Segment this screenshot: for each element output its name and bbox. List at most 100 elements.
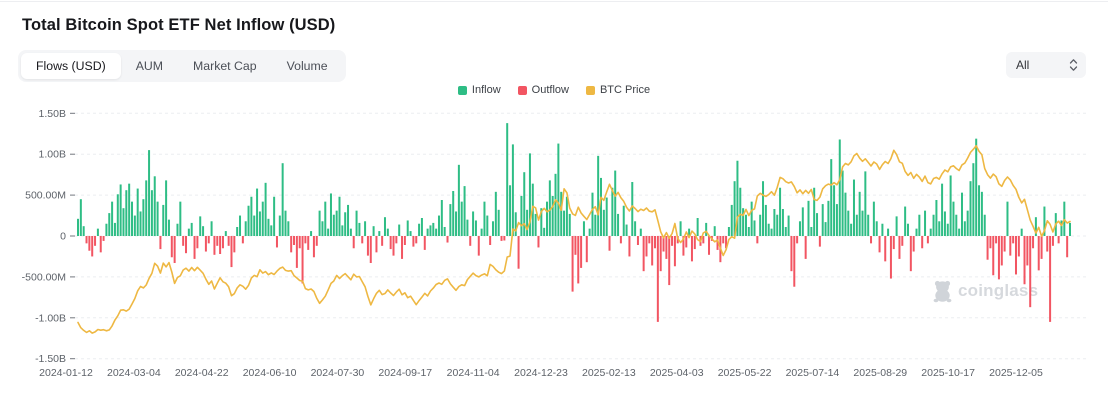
inflow-bar[interactable] — [318, 210, 321, 236]
inflow-bar[interactable] — [139, 211, 142, 236]
inflow-bar[interactable] — [480, 228, 483, 236]
outflow-bar[interactable] — [415, 236, 418, 244]
inflow-bar[interactable] — [111, 201, 114, 236]
inflow-bar[interactable] — [605, 197, 608, 236]
outflow-bar[interactable] — [401, 236, 404, 259]
inflow-bar[interactable] — [474, 220, 477, 236]
inflow-bar[interactable] — [639, 228, 642, 236]
outflow-bar[interactable] — [469, 236, 472, 246]
inflow-bar[interactable] — [594, 214, 597, 236]
inflow-bar[interactable] — [344, 212, 347, 236]
inflow-bar[interactable] — [253, 215, 256, 236]
inflow-bar[interactable] — [810, 227, 813, 236]
outflow-bar[interactable] — [636, 236, 639, 245]
inflow-bar[interactable] — [975, 138, 978, 236]
inflow-bar[interactable] — [864, 171, 867, 236]
inflow-bar[interactable] — [437, 215, 440, 236]
outflow-bar[interactable] — [1049, 236, 1052, 322]
inflow-bar[interactable] — [588, 228, 591, 236]
inflow-bar[interactable] — [364, 221, 367, 236]
outflow-bar[interactable] — [656, 236, 659, 322]
outflow-bar[interactable] — [159, 236, 162, 250]
inflow-bar[interactable] — [429, 225, 432, 236]
outflow-bar[interactable] — [997, 236, 1000, 280]
inflow-bar[interactable] — [514, 212, 517, 236]
outflow-bar[interactable] — [992, 236, 995, 276]
outflow-bar[interactable] — [477, 236, 480, 256]
inflow-bar[interactable] — [270, 225, 273, 236]
outflow-bar[interactable] — [1037, 236, 1040, 271]
inflow-bar[interactable] — [190, 222, 193, 236]
inflow-bar[interactable] — [946, 223, 949, 236]
outflow-bar[interactable] — [233, 236, 236, 253]
tab-aum[interactable]: AUM — [121, 53, 178, 79]
outflow-bar[interactable] — [395, 236, 398, 244]
inflow-bar[interactable] — [116, 194, 119, 236]
inflow-bar[interactable] — [77, 218, 79, 236]
inflow-bar[interactable] — [875, 221, 878, 236]
inflow-bar[interactable] — [625, 224, 628, 236]
inflow-bar[interactable] — [861, 210, 864, 236]
inflow-bar[interactable] — [210, 221, 213, 236]
outflow-bar[interactable] — [1000, 236, 1003, 266]
inflow-bar[interactable] — [736, 160, 739, 236]
inflow-bar[interactable] — [96, 228, 99, 236]
inflow-bar[interactable] — [881, 223, 884, 236]
inflow-bar[interactable] — [136, 188, 139, 236]
inflow-bar[interactable] — [739, 187, 742, 236]
inflow-bar[interactable] — [256, 188, 259, 236]
outflow-bar[interactable] — [909, 236, 912, 272]
outflow-bar[interactable] — [361, 236, 364, 244]
inflow-bar[interactable] — [398, 224, 401, 236]
inflow-bar[interactable] — [617, 213, 620, 236]
outflow-bar[interactable] — [307, 236, 310, 250]
outflow-bar[interactable] — [878, 236, 881, 253]
inflow-bar[interactable] — [267, 218, 270, 236]
inflow-bar[interactable] — [452, 191, 455, 236]
inflow-bar[interactable] — [142, 199, 145, 236]
inflow-bar[interactable] — [543, 227, 546, 236]
outflow-bar[interactable] — [412, 236, 415, 247]
outflow-bar[interactable] — [892, 236, 895, 250]
outflow-bar[interactable] — [716, 236, 719, 250]
outflow-bar[interactable] — [1051, 236, 1054, 246]
inflow-bar[interactable] — [179, 201, 182, 236]
inflow-bar[interactable] — [551, 195, 554, 236]
legend-item-outflow[interactable]: Outflow — [517, 84, 569, 96]
inflow-bar[interactable] — [750, 201, 753, 236]
inflow-bar[interactable] — [560, 191, 563, 236]
inflow-bar[interactable] — [591, 192, 594, 236]
outflow-bar[interactable] — [662, 236, 665, 252]
outflow-bar[interactable] — [901, 236, 904, 246]
outflow-bar[interactable] — [91, 236, 94, 257]
outflow-bar[interactable] — [366, 236, 369, 256]
outflow-bar[interactable] — [301, 236, 304, 284]
inflow-bar[interactable] — [324, 201, 327, 236]
tab-market-cap[interactable]: Market Cap — [178, 53, 272, 79]
outflow-bar[interactable] — [241, 236, 244, 244]
inflow-bar[interactable] — [528, 153, 531, 236]
outflow-bar[interactable] — [619, 236, 622, 244]
inflow-bar[interactable] — [835, 204, 838, 236]
inflow-bar[interactable] — [310, 231, 313, 236]
outflow-bar[interactable] — [889, 236, 892, 279]
inflow-bar[interactable] — [432, 222, 435, 236]
inflow-bar[interactable] — [460, 201, 463, 236]
inflow-bar[interactable] — [466, 219, 469, 236]
inflow-bar[interactable] — [600, 177, 602, 236]
inflow-bar[interactable] — [565, 196, 568, 236]
inflow-bar[interactable] — [548, 180, 551, 236]
outflow-bar[interactable] — [1017, 236, 1020, 257]
inflow-bar[interactable] — [688, 228, 691, 236]
outflow-bar[interactable] — [1040, 236, 1043, 259]
inflow-bar[interactable] — [383, 217, 386, 236]
inflow-bar[interactable] — [131, 201, 134, 236]
inflow-bar[interactable] — [852, 179, 855, 236]
outflow-bar[interactable] — [170, 236, 173, 258]
outflow-bar[interactable] — [304, 236, 307, 244]
outflow-bar[interactable] — [537, 236, 540, 248]
outflow-bar[interactable] — [230, 236, 233, 268]
inflow-bar[interactable] — [850, 223, 853, 236]
outflow-bar[interactable] — [102, 236, 105, 241]
